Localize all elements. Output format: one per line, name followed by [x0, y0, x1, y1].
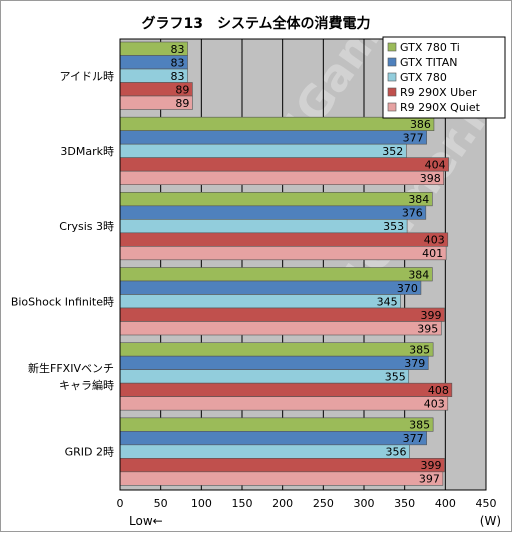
- bar: [119, 143, 407, 158]
- bar: [119, 458, 445, 473]
- data-label: 89: [175, 83, 189, 96]
- data-label: 397: [419, 473, 440, 486]
- bar: [119, 205, 427, 220]
- x-axis-low-label: Low←: [129, 514, 163, 528]
- data-label: 385: [409, 343, 430, 356]
- bar: [119, 280, 422, 295]
- bar: [119, 267, 433, 282]
- data-label: 403: [424, 397, 445, 410]
- data-label: 345: [377, 295, 398, 308]
- data-label: 404: [425, 158, 446, 171]
- bar: [119, 116, 435, 131]
- x-tick-label: 350: [394, 497, 415, 510]
- legend-label: R9 290X Uber: [400, 86, 477, 99]
- data-label: 355: [385, 370, 406, 383]
- legend-swatch: [387, 87, 397, 97]
- x-tick-label: 450: [476, 497, 497, 510]
- plot-border: [119, 38, 487, 491]
- legend-swatch: [387, 72, 397, 82]
- data-label: 83: [171, 70, 185, 83]
- data-label: 89: [175, 97, 189, 110]
- unit-label: (W): [480, 514, 501, 528]
- x-tick-label: 250: [313, 497, 334, 510]
- chart-title: グラフ13 システム全体の消費電力: [141, 15, 370, 32]
- data-label: 399: [421, 459, 442, 472]
- legend-label: GTX 780 Ti: [400, 41, 460, 54]
- x-tick-label: 400: [435, 497, 456, 510]
- category-label: GRID 2時: [65, 446, 114, 459]
- bar: [119, 321, 442, 336]
- data-label: 398: [420, 172, 441, 185]
- bar: [119, 342, 434, 357]
- data-label: 377: [403, 432, 424, 445]
- bar: [119, 157, 449, 172]
- data-label: 83: [171, 43, 185, 56]
- x-tick-label: 50: [154, 497, 168, 510]
- x-tick-label: 300: [354, 497, 375, 510]
- legend-label: R9 290X Quiet: [400, 101, 481, 114]
- data-label: 399: [421, 309, 442, 322]
- data-label: 353: [383, 220, 404, 233]
- category-label: キャラ編時: [59, 378, 114, 392]
- bar: [119, 192, 433, 207]
- bar: [119, 232, 449, 247]
- x-tick-label: 150: [232, 497, 253, 510]
- data-label: 356: [386, 446, 407, 459]
- legend-label: GTX 780: [400, 71, 447, 84]
- data-label: 403: [424, 234, 445, 247]
- data-label: 83: [171, 56, 185, 69]
- bar: [119, 382, 453, 397]
- bar: [119, 294, 401, 309]
- x-tick-label: 0: [117, 497, 124, 510]
- data-label: 379: [404, 357, 425, 370]
- bar: [119, 431, 427, 446]
- bar: [119, 444, 410, 459]
- category-label: BioShock Infinite時: [11, 295, 114, 308]
- x-tick-label: 100: [191, 497, 212, 510]
- category-label: 新生FFXIVベンチ: [28, 361, 114, 375]
- bar: [119, 130, 427, 145]
- bar: [119, 246, 447, 261]
- legend-swatch: [387, 42, 397, 52]
- legend-swatch: [387, 57, 397, 67]
- legend-box: [382, 36, 506, 119]
- data-label: 370: [397, 282, 418, 295]
- data-label: 352: [382, 145, 403, 158]
- bar: [119, 219, 408, 234]
- bar: [119, 471, 444, 486]
- data-label: 384: [408, 268, 429, 281]
- data-label: 384: [408, 193, 429, 206]
- legend-label: GTX TITAN: [400, 56, 457, 69]
- bar: [119, 170, 445, 185]
- data-label: 386: [410, 118, 431, 131]
- bar: [119, 307, 445, 322]
- category-label: アイドル時: [60, 70, 114, 83]
- x-tick-label: 200: [272, 497, 293, 510]
- bar: [119, 355, 429, 370]
- bar: [119, 396, 449, 411]
- bar: [119, 417, 434, 432]
- bar: [119, 369, 410, 384]
- category-label: Crysis 3時: [59, 220, 114, 233]
- data-label: 385: [409, 419, 430, 432]
- data-label: 395: [417, 322, 438, 335]
- data-label: 408: [428, 384, 449, 397]
- category-label: 3DMark時: [60, 145, 114, 158]
- data-label: 377: [403, 131, 424, 144]
- legend-swatch: [387, 102, 397, 112]
- data-label: 376: [402, 207, 423, 220]
- data-label: 401: [422, 247, 443, 260]
